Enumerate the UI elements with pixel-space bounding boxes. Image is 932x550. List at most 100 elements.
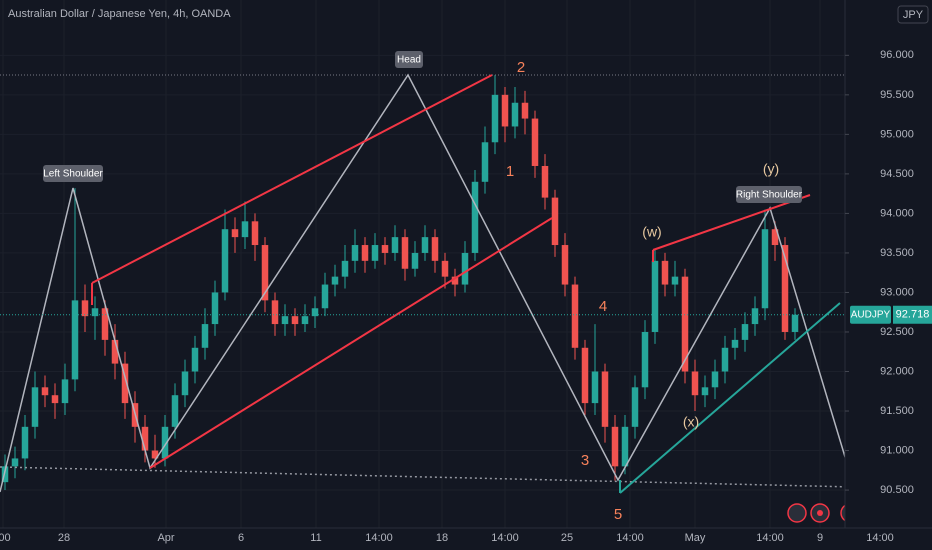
y-tick-label: 94.000 [880, 207, 914, 219]
candle-body [201, 324, 209, 348]
candle-body [261, 245, 269, 301]
candle-body [341, 260, 349, 277]
candle-body [441, 260, 449, 277]
candle-body [751, 308, 759, 325]
tag-box [43, 165, 103, 182]
annotations: Left Shoulder Head Right Shoulder 1 2 3 … [43, 51, 803, 523]
annotation: Head [397, 55, 421, 66]
x-tick-label: 14:00 [866, 532, 894, 544]
candle-body [41, 387, 49, 396]
candle-body [291, 316, 299, 325]
x-tick-label: :00 [0, 532, 11, 544]
candle-body [641, 331, 649, 388]
x-tick-label: 14:00 [756, 532, 784, 544]
candle-body [161, 426, 169, 459]
candle-body [251, 221, 259, 246]
y-tick-label: 95.000 [880, 128, 914, 140]
candle-body [191, 347, 199, 372]
wave-label: 4 [599, 298, 607, 315]
candle-body [731, 339, 739, 348]
x-tick-label: 14:00 [616, 532, 644, 544]
chart-title: Australian Dollar / Japanese Yen, 4h, OA… [8, 8, 231, 20]
currency[interactable]: JPY [903, 9, 924, 21]
candle-body [691, 371, 699, 396]
candle-body [461, 252, 469, 285]
channel-top [91, 74, 493, 284]
candle-body [661, 260, 669, 285]
candle-body [121, 363, 129, 404]
symbol-label: AUDJPY [851, 309, 891, 320]
tag-box [395, 51, 423, 68]
candle-body [531, 118, 539, 166]
y-tick-label: 96.000 [880, 49, 914, 61]
wave-label: 2 [517, 59, 525, 76]
candle-body [451, 276, 459, 285]
candle-body [11, 458, 19, 467]
x-tick-label: 6 [238, 532, 244, 544]
candle-body [481, 142, 489, 182]
candle-body [111, 339, 119, 364]
last-price: AUDJPY 92.718 [0, 305, 932, 324]
wave-label: (x) [683, 414, 699, 430]
candle-body [331, 276, 339, 285]
event-icon[interactable] [787, 503, 807, 523]
candle-body [791, 314, 799, 332]
candle-body [651, 260, 659, 332]
y-tick-label: 93.000 [880, 286, 914, 298]
event-icon-dot [817, 510, 823, 516]
currency-box[interactable] [897, 5, 929, 24]
y-tick-label: 90.500 [880, 484, 914, 496]
candle-body [431, 237, 439, 261]
candle-body [351, 245, 359, 261]
candle-body [91, 308, 99, 317]
candle-body [511, 102, 519, 127]
candle-body [671, 276, 679, 285]
candle-body [551, 197, 559, 246]
candle-body [51, 395, 59, 404]
price-axis [845, 0, 932, 528]
candle-body [301, 316, 309, 325]
candle-body [21, 426, 29, 459]
candle-body [681, 276, 689, 372]
y-tick-label: 91.000 [880, 444, 914, 456]
y-tick-label: 91.500 [880, 405, 914, 417]
candle-body [591, 371, 599, 404]
candle-body [761, 229, 769, 309]
candle-body [501, 94, 509, 127]
candle-body [31, 387, 39, 427]
candle-body [231, 229, 239, 238]
candle-body [421, 237, 429, 253]
candle-body [221, 229, 229, 293]
x-tick-label: May [685, 532, 706, 544]
x-tick-label: 28 [58, 532, 70, 544]
wedge-bottom [619, 302, 841, 494]
wave-label: (y) [763, 161, 779, 177]
annotation: Left Shoulder [43, 169, 103, 180]
candle-body [321, 284, 329, 309]
wave-label: 3 [581, 452, 589, 469]
candle-body [271, 300, 279, 325]
candle-body [411, 252, 419, 269]
candle-body [611, 426, 619, 467]
candle-body [151, 450, 159, 459]
candle-body [471, 181, 479, 253]
last-price-label: 92.718 [896, 309, 930, 321]
candle-body [311, 308, 319, 317]
candle-body [61, 379, 69, 404]
y-tick-label: 95.500 [880, 89, 914, 101]
wave-label: 5 [614, 506, 622, 523]
channel-bottom [149, 217, 553, 469]
candle-body [281, 316, 289, 325]
wave-label: 1 [506, 163, 514, 180]
candle-body [391, 237, 399, 253]
x-tick-label: 14:00 [491, 532, 519, 544]
candle-body [581, 347, 589, 404]
candle-body [711, 371, 719, 388]
x-tick-label: Apr [157, 532, 174, 544]
candle-body [571, 284, 579, 348]
price-box [893, 305, 932, 324]
candle-body [601, 371, 609, 427]
tag-box [736, 186, 802, 203]
candle-body [491, 94, 499, 143]
